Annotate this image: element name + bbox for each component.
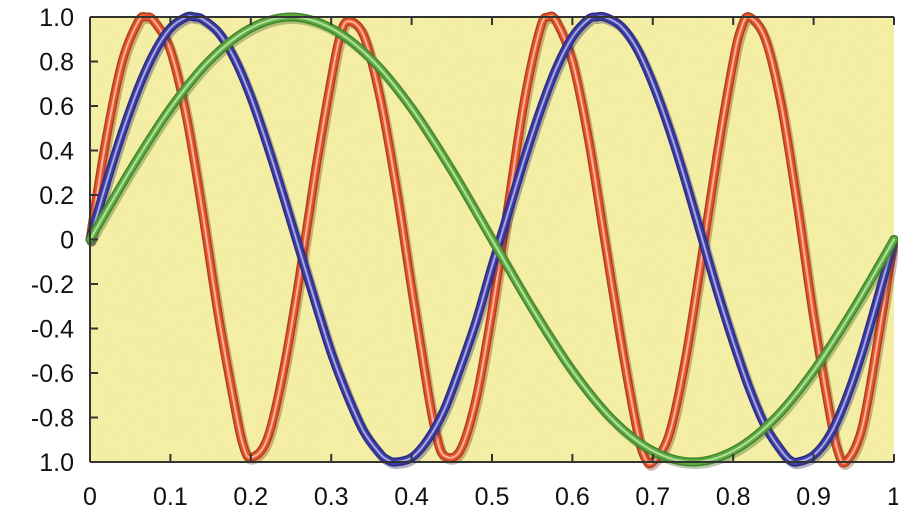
series-highlight-3 xyxy=(89,16,895,463)
series-layer xyxy=(85,11,898,471)
y-tick-label-10: 1.0 xyxy=(39,449,74,477)
x-tick-label-10: 1 xyxy=(887,483,898,511)
y-tick-label-3: 0.4 xyxy=(39,138,74,166)
y-tick-label-7: -0.4 xyxy=(31,316,74,344)
x-tick-label-5: 0.5 xyxy=(475,483,510,511)
y-tick-label-6: -0.2 xyxy=(31,271,74,299)
x-tick-label-8: 0.8 xyxy=(716,483,751,511)
x-tick-label-7: 0.7 xyxy=(635,483,670,511)
y-tick-label-0: 1.0 xyxy=(39,4,74,32)
y-tick-label-4: 0.2 xyxy=(39,182,74,210)
series-line-3 xyxy=(85,12,898,469)
y-tick-label-5: 0 xyxy=(60,227,74,255)
x-tick-label-1: 0.1 xyxy=(153,483,188,511)
x-tick-label-9: 0.9 xyxy=(796,483,831,511)
x-tick-label-6: 0.6 xyxy=(555,483,590,511)
x-tick-label-4: 0.4 xyxy=(394,483,429,511)
series-highlight-1 xyxy=(89,14,895,465)
y-tick-label-8: -0.6 xyxy=(31,360,74,388)
y-tick-label-2: 0.6 xyxy=(39,93,74,121)
y-tick-label-1: 0.8 xyxy=(39,49,74,77)
x-tick-label-2: 0.2 xyxy=(233,483,268,511)
x-tick-label-3: 0.3 xyxy=(314,483,349,511)
x-tick-label-0: 0 xyxy=(83,483,97,511)
series-line-1 xyxy=(85,11,898,471)
axes-layer: 0 0.1 0.2 0.3 0.4 0.5 0.6 0.7 0.8 0.9 1 1.0 0.8 0.6 0.… xyxy=(31,4,898,511)
y-tick-label-9: -0.8 xyxy=(31,405,74,433)
